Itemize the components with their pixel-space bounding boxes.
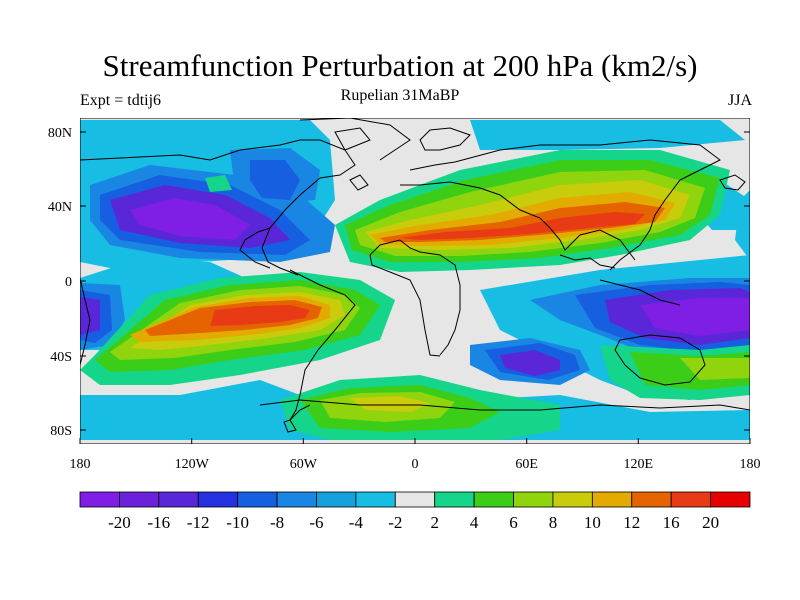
colorbar-swatch xyxy=(237,491,278,508)
colorbar-label: 16 xyxy=(663,513,680,532)
colorbar-swatch xyxy=(710,491,751,508)
colorbar-label: -6 xyxy=(309,513,323,532)
experiment-label: Expt = tdtij6 xyxy=(80,92,162,109)
colorbar-label: -20 xyxy=(108,513,131,532)
colorbar-label: 4 xyxy=(470,513,479,532)
lon-tick-label: 60W xyxy=(290,457,318,472)
coastlines xyxy=(80,118,750,433)
colorbar-label: -4 xyxy=(349,513,364,532)
lat-tick-label: 40N xyxy=(48,200,72,215)
lon-tick-label: 0 xyxy=(412,457,419,472)
colorbar-label: -12 xyxy=(187,513,210,532)
colorbar-swatch xyxy=(434,491,475,508)
colorbar-label: 20 xyxy=(702,513,719,532)
lat-tick-label: 0 xyxy=(65,275,72,290)
colorbar-swatch xyxy=(355,491,396,508)
season-label: JJA xyxy=(727,92,752,109)
colorbar-label: 6 xyxy=(509,513,518,532)
colorbar-swatch xyxy=(631,491,672,508)
colorbar-swatch xyxy=(79,491,120,508)
lat-tick-label: 80N xyxy=(48,126,72,141)
colorbar-swatch xyxy=(316,491,357,508)
colorbar-label: 10 xyxy=(584,513,601,532)
lon-tick-label: 180 xyxy=(70,457,91,472)
colorbar-swatch xyxy=(552,491,593,508)
colorbar-swatch xyxy=(473,491,514,508)
colorbar-swatch xyxy=(119,491,160,508)
colorbar-swatch xyxy=(158,491,199,508)
subtitle: Rupelian 31MaBP xyxy=(340,87,460,104)
lat-tick-label: 40S xyxy=(50,350,72,365)
lon-tick-label: 180 xyxy=(740,457,761,472)
colorbar-swatch xyxy=(670,491,711,508)
lon-tick-label: 120W xyxy=(175,457,210,472)
lon-tick-label: 60E xyxy=(515,457,538,472)
colorbar-label: -16 xyxy=(147,513,170,532)
colorbar-swatch xyxy=(591,491,633,508)
lon-tick-label: 120E xyxy=(624,457,654,472)
colorbar-label: -8 xyxy=(270,513,284,532)
colorbar-swatch xyxy=(197,491,239,508)
lat-ticks xyxy=(80,131,750,431)
lon-ticks xyxy=(79,438,751,444)
colorbar: -20 -16 -12 -10 -8 -6 -4 -2 2 4 6 8 10 12 16 20 xyxy=(79,491,751,532)
colorbar-label: -2 xyxy=(388,513,402,532)
field-positive-regions xyxy=(80,150,750,440)
colorbar-label: 8 xyxy=(549,513,558,532)
colorbar-label: -10 xyxy=(226,513,249,532)
contour-field xyxy=(80,118,750,444)
colorbar-swatch xyxy=(276,491,317,508)
lat-tick-label: 80S xyxy=(50,424,72,439)
colorbar-swatch xyxy=(394,491,436,508)
colorbar-label: 12 xyxy=(623,513,640,532)
page-title: Streamfunction Perturbation at 200 hPa (… xyxy=(102,48,698,83)
colorbar-swatch xyxy=(513,491,554,508)
colorbar-label: 2 xyxy=(430,513,439,532)
